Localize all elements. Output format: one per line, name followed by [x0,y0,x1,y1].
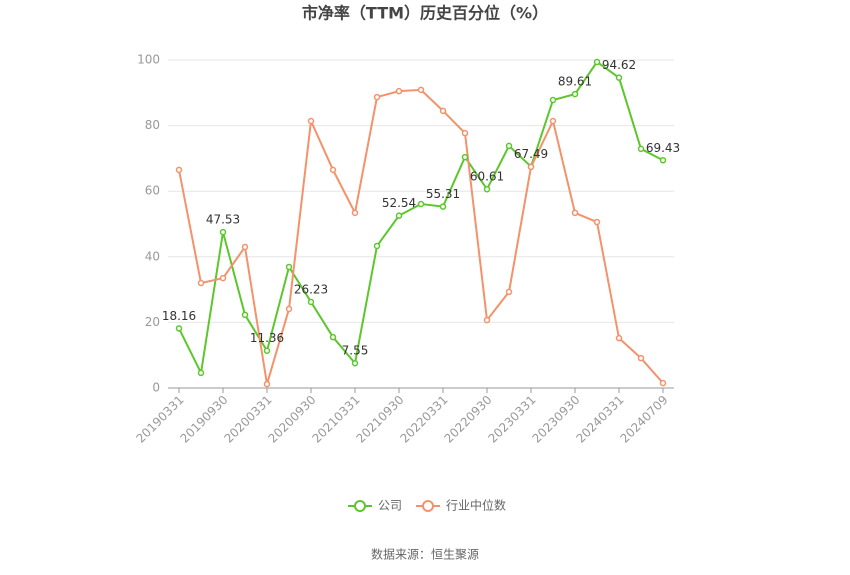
point [197,279,205,287]
point [439,203,447,210]
chart-title: 市净率（TTM）历史百分位（%） [302,4,548,23]
value-label: 47.53 [206,213,240,227]
point [329,166,337,174]
point [307,117,315,125]
point [637,145,645,153]
point [263,347,271,354]
legend-label: 公司 [378,499,402,513]
point [505,142,513,150]
point [263,380,271,388]
value-label: 94.62 [602,58,636,72]
point [373,242,381,250]
point [571,90,579,98]
point [593,58,601,66]
point [461,129,469,137]
y-tick-label: 20 [145,315,160,329]
y-tick-label: 60 [145,184,160,198]
point [351,359,359,367]
point [395,212,403,219]
point [219,228,227,236]
y-tick-label: 40 [145,249,160,263]
point [175,166,183,174]
point [659,379,667,387]
point [307,298,315,306]
point [219,274,227,282]
point [175,325,183,332]
point [483,185,491,193]
point [527,163,535,171]
value-label: 67.49 [514,147,548,161]
point [417,200,425,208]
value-label: 18.16 [162,309,196,323]
point [285,263,293,271]
legend-marker [422,500,435,512]
series-line [178,60,664,377]
point [593,218,601,226]
value-label: 26.23 [294,282,328,296]
point [373,93,381,101]
point [351,209,359,217]
value-label: 69.43 [646,141,680,155]
point [483,316,491,324]
value-label: 60.61 [470,170,504,184]
point [439,107,447,115]
point [395,87,403,95]
value-label: 55.31 [426,187,460,201]
point [615,74,623,81]
point [285,305,293,313]
y-tick-label: 80 [145,118,160,132]
point [615,334,623,342]
point [505,288,513,296]
legend-label: 行业中位数 [446,498,506,513]
value-label: 52.54 [382,196,416,210]
source-note: 数据来源：恒生聚源 [371,547,479,562]
value-label: 7.55 [342,344,369,358]
point [417,86,425,94]
point [241,311,249,319]
point [329,333,337,341]
value-label: 89.61 [558,75,592,89]
point [549,96,557,104]
point [549,117,557,125]
point [637,354,645,362]
point [571,209,579,217]
point [461,153,469,161]
point [241,243,249,251]
y-tick-label: 100 [137,53,160,67]
point [197,369,205,377]
y-tick-label: 0 [152,381,160,395]
legend-marker [354,500,366,512]
point [659,157,667,164]
value-label: 11.36 [250,331,284,345]
x-tick-label: 20240709 [618,393,671,446]
